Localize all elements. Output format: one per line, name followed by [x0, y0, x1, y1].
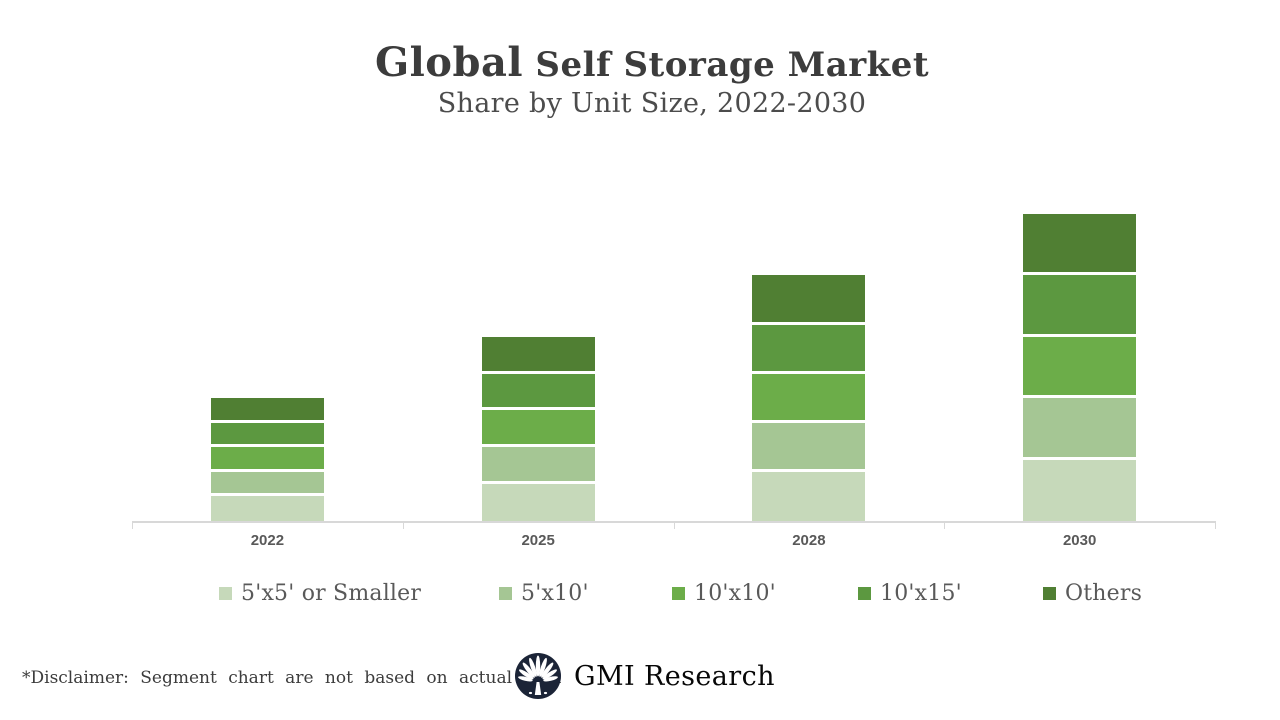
- chart-subtitle: Share by Unit Size, 2022-2030: [437, 88, 867, 119]
- bar-segment-2022-10-x10-: [210, 447, 324, 472]
- legend-label: 5'x10': [521, 581, 589, 606]
- x-axis-tick: [1215, 521, 1216, 529]
- legend-label: 10'x15': [880, 581, 962, 606]
- bar-segment-2028-10-x10-: [752, 373, 866, 423]
- bar-2030: [1023, 214, 1137, 521]
- chart-title-emphasis: Global: [374, 39, 524, 86]
- legend-swatch-icon: [499, 587, 512, 600]
- bar-segment-2028-others: [752, 275, 866, 325]
- x-axis-tick: [132, 521, 133, 529]
- legend-swatch-icon: [672, 587, 685, 600]
- bar-segment-2025-10-x10-: [481, 410, 595, 448]
- bar-segment-2025-10-x15-: [481, 373, 595, 411]
- legend-item-10-x15-: 10'x15': [858, 581, 962, 606]
- bar-segment-2030-10-x15-: [1023, 275, 1137, 337]
- bar-segment-2025-5-x5-or-smaller: [481, 484, 595, 521]
- legend-item-5-x5-or-smaller: 5'x5' or Smaller: [219, 581, 421, 606]
- chart-header: Global Self Storage Market Share by Unit…: [375, 42, 929, 120]
- legend-label: 10'x10': [694, 581, 776, 606]
- legend-label: 5'x5' or Smaller: [241, 581, 422, 606]
- bar-2028: [752, 275, 866, 521]
- legend-swatch-icon: [1043, 587, 1056, 600]
- chart-title: Global Self Storage Market: [375, 42, 929, 84]
- chart-title-rest: Self Storage Market: [523, 45, 930, 85]
- legend-item-10-x10-: 10'x10': [672, 581, 776, 606]
- x-axis-label-2025: 2025: [521, 532, 555, 549]
- bar-segment-2025-others: [481, 336, 595, 374]
- x-axis-tick: [673, 521, 675, 529]
- bar-segment-2030-5-x5-or-smaller: [1023, 459, 1137, 521]
- legend-item-5-x10-: 5'x10': [499, 581, 589, 606]
- x-axis-label-2030: 2030: [1062, 532, 1097, 549]
- logo: GMI Research: [514, 652, 775, 700]
- x-axis-tick: [944, 521, 946, 529]
- gmi-emblem-icon: [515, 653, 561, 699]
- legend-swatch-icon: [858, 587, 871, 600]
- bar-segment-2022-5-x10-: [210, 471, 324, 497]
- x-axis-tick: [402, 521, 404, 529]
- x-axis-label-2022: 2022: [250, 532, 285, 549]
- bar-segment-2028-10-x15-: [752, 324, 866, 374]
- bar-segment-2028-5-x5-or-smaller: [752, 471, 866, 521]
- legend-label: Others: [1065, 581, 1143, 606]
- bar-segment-2022-10-x15-: [210, 422, 324, 448]
- bar-segment-2022-5-x5-or-smaller: [210, 496, 324, 521]
- x-axis-label-2028: 2028: [792, 532, 826, 549]
- disclaimer: *Disclaimer: Segment chart are not based…: [22, 668, 562, 688]
- bar-segment-2028-5-x10-: [752, 422, 866, 472]
- bar-2025: [481, 336, 595, 521]
- bar-segment-2030-10-x10-: [1023, 336, 1137, 399]
- legend-item-others: Others: [1043, 581, 1142, 606]
- bar-segment-2030-others: [1023, 214, 1137, 276]
- bar-segment-2025-5-x10-: [481, 447, 595, 485]
- logo-text: GMI Research: [574, 660, 775, 692]
- bar-segment-2030-5-x10-: [1023, 398, 1137, 460]
- legend-swatch-icon: [219, 587, 232, 600]
- bar-segment-2022-others: [210, 398, 324, 423]
- bar-2022: [210, 398, 324, 521]
